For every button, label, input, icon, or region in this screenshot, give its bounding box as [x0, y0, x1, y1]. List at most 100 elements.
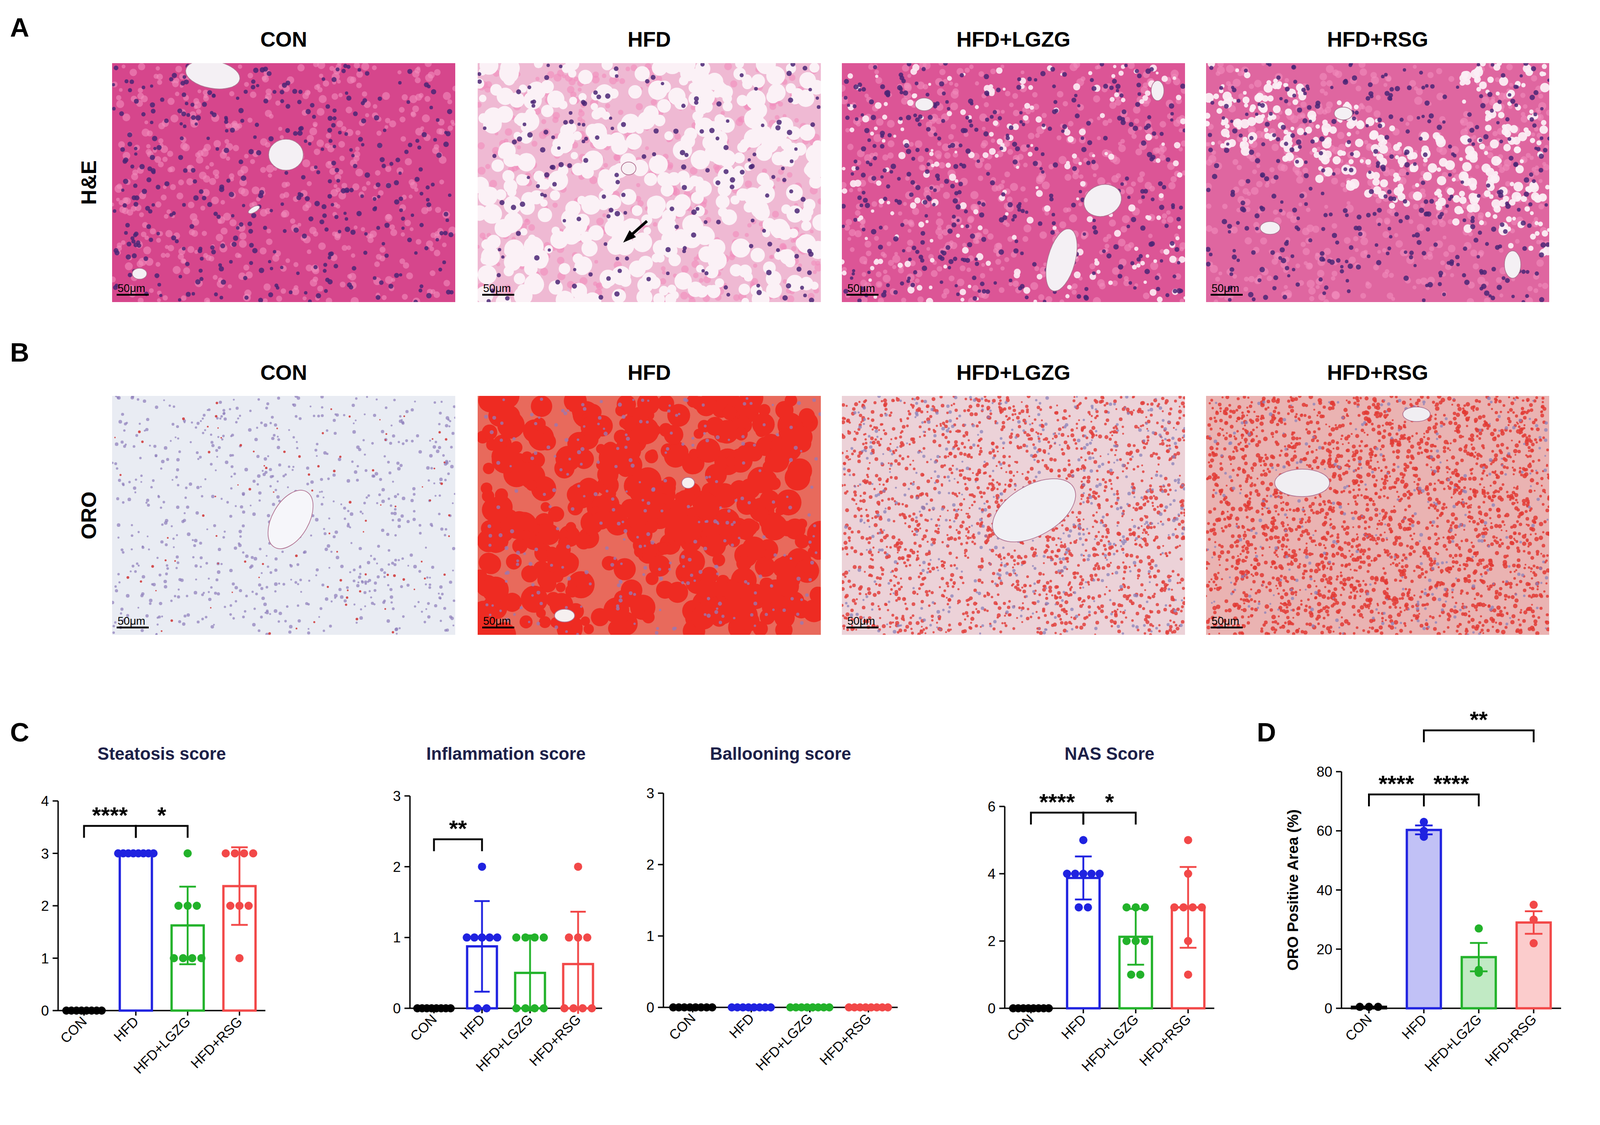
tissue-texture: [193, 105, 198, 109]
tissue-texture: [269, 266, 274, 270]
tissue-texture: [219, 186, 225, 193]
tissue-texture: [133, 232, 138, 238]
tissue-texture: [181, 111, 187, 117]
tissue-texture: [743, 109, 764, 129]
tissue-texture: [680, 134, 696, 149]
tissue-texture: [309, 279, 318, 287]
tissue-texture: [398, 107, 405, 114]
tissue-texture: [280, 265, 284, 270]
tissue-texture: [414, 251, 418, 255]
tissue-texture: [360, 143, 365, 147]
tissue-texture: [130, 164, 135, 169]
tissue-texture: [681, 184, 687, 190]
tissue-texture: [625, 133, 642, 150]
tissue-texture: [338, 130, 342, 135]
tissue-texture: [116, 197, 120, 202]
tissue-texture: [601, 59, 614, 71]
tissue-texture: [150, 84, 154, 88]
tissue-texture: [559, 64, 563, 69]
tissue-texture: [764, 193, 770, 198]
tissue-texture: [357, 68, 362, 72]
tissue-texture: [339, 155, 345, 162]
tissue-texture: [694, 117, 715, 138]
tissue-texture: [237, 253, 242, 259]
tissue-texture: [644, 172, 658, 187]
tissue-texture: [568, 69, 577, 78]
tissue-texture: [219, 295, 224, 300]
tissue-texture: [424, 246, 429, 251]
tissue-texture: [247, 221, 253, 227]
tissue-texture: [732, 231, 739, 238]
tissue-texture: [252, 247, 258, 254]
tissue-texture: [673, 128, 679, 135]
tissue-texture: [433, 291, 440, 298]
tissue-texture: [280, 202, 285, 206]
vessel: [268, 139, 304, 171]
tissue-texture: [407, 237, 412, 243]
tissue-texture: [421, 114, 431, 123]
tissue-texture: [191, 291, 196, 296]
tissue-texture: [417, 145, 422, 150]
tissue-texture: [751, 219, 757, 225]
tissue-texture: [207, 90, 213, 96]
tissue-texture: [650, 99, 658, 106]
tissue-texture: [519, 201, 526, 207]
tissue-texture: [193, 195, 199, 201]
tissue-texture: [553, 175, 562, 184]
tissue-texture: [443, 230, 448, 236]
tissue-texture: [581, 123, 586, 127]
tissue-texture: [743, 187, 763, 206]
tissue-texture: [661, 231, 675, 246]
tissue-texture: [771, 174, 776, 179]
tissue-texture: [609, 132, 625, 148]
tissue-texture: [150, 228, 157, 235]
tissue-texture: [603, 242, 608, 246]
tissue-texture: [169, 213, 173, 217]
tissue-texture: [705, 285, 715, 295]
tissue-texture: [398, 80, 402, 85]
tissue-texture: [204, 297, 211, 304]
tissue-texture: [400, 216, 405, 221]
tissue-texture: [327, 127, 333, 133]
tissue-texture: [284, 171, 289, 175]
tissue-texture: [324, 143, 330, 149]
tissue-texture: [680, 291, 689, 300]
tissue-texture: [730, 195, 740, 205]
tissue-texture: [272, 249, 277, 254]
tissue-texture: [412, 297, 421, 306]
tissue-texture: [214, 174, 220, 179]
tissue-texture: [371, 65, 378, 71]
tissue-texture: [481, 239, 492, 250]
tissue-texture: [794, 208, 800, 214]
tissue-texture: [557, 165, 569, 176]
tissue-texture: [355, 129, 361, 135]
tissue-texture: [526, 175, 530, 179]
tissue-texture: [220, 199, 226, 205]
tissue-texture: [293, 285, 299, 291]
tissue-texture: [208, 255, 215, 262]
tissue-texture: [187, 201, 195, 209]
tissue-texture: [229, 259, 233, 264]
tissue-texture: [786, 283, 792, 289]
tissue-texture: [517, 145, 522, 150]
tissue-texture: [350, 229, 356, 235]
tissue-texture: [527, 273, 543, 288]
tissue-texture: [607, 210, 625, 227]
tissue-texture: [315, 292, 322, 299]
tissue-texture: [158, 138, 164, 144]
tissue-texture: [400, 232, 405, 237]
tissue-texture: [766, 66, 786, 86]
tissue-texture: [157, 282, 162, 287]
tissue-texture: [361, 91, 368, 97]
tissue-texture: [410, 213, 415, 217]
tissue-texture: [172, 265, 181, 275]
tissue-texture: [578, 92, 587, 102]
tissue-texture: [787, 97, 793, 103]
tissue-texture: [591, 75, 600, 84]
tissue-texture: [605, 103, 611, 109]
tissue-texture: [443, 211, 449, 217]
tissue-texture: [259, 247, 267, 255]
tissue-texture: [254, 122, 259, 127]
tissue-texture: [523, 236, 544, 257]
tissue-texture: [195, 152, 201, 158]
